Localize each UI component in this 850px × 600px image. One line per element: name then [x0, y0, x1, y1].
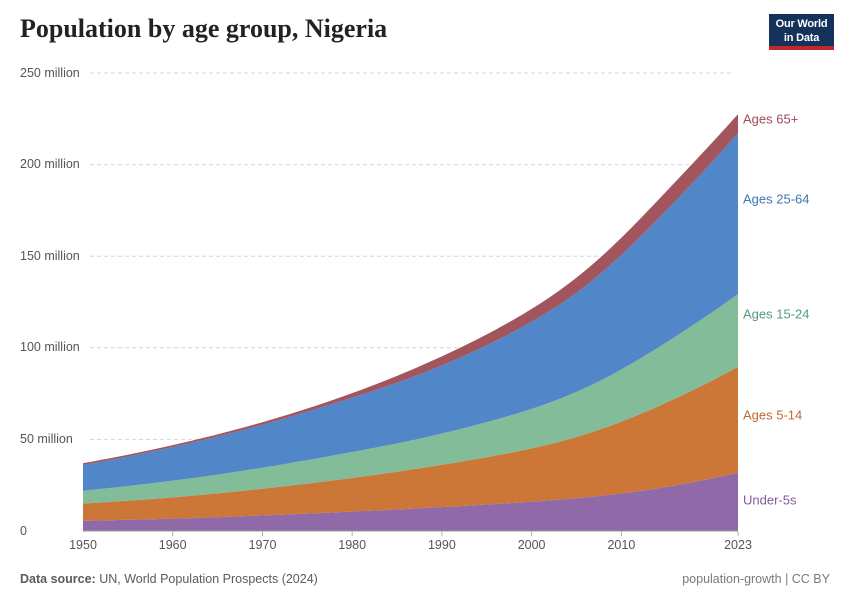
svg-text:Ages 15-24: Ages 15-24 [743, 307, 810, 322]
svg-text:Ages 5-14: Ages 5-14 [743, 408, 802, 423]
svg-text:250 million: 250 million [20, 66, 80, 80]
svg-text:1990: 1990 [428, 538, 456, 552]
svg-text:1960: 1960 [159, 538, 187, 552]
svg-text:150 million: 150 million [20, 249, 80, 263]
svg-text:2023: 2023 [724, 538, 752, 552]
svg-text:0: 0 [20, 524, 27, 538]
svg-text:200 million: 200 million [20, 157, 80, 171]
svg-text:1950: 1950 [69, 538, 97, 552]
svg-text:50 million: 50 million [20, 432, 73, 446]
svg-text:Under-5s: Under-5s [743, 493, 797, 508]
svg-text:2000: 2000 [518, 538, 546, 552]
svg-text:2010: 2010 [607, 538, 635, 552]
svg-text:Ages 25-64: Ages 25-64 [743, 192, 810, 207]
svg-text:1980: 1980 [338, 538, 366, 552]
svg-text:100 million: 100 million [20, 340, 80, 354]
svg-text:Ages 65+: Ages 65+ [743, 112, 798, 127]
svg-text:1970: 1970 [249, 538, 277, 552]
